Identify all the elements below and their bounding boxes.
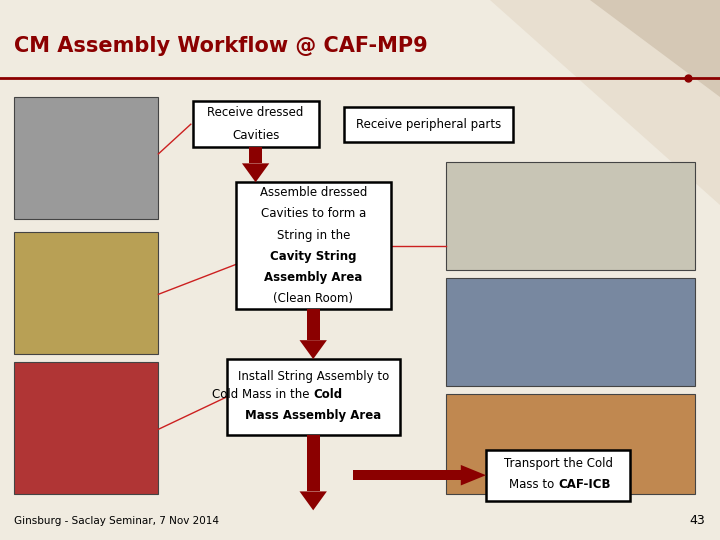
Polygon shape [300,491,327,510]
FancyBboxPatch shape [486,449,630,501]
Text: Cavity String: Cavity String [270,250,356,263]
FancyBboxPatch shape [307,435,320,491]
FancyBboxPatch shape [307,309,320,340]
Text: Mass Assembly Area: Mass Assembly Area [245,409,382,422]
Text: Install String Assembly to: Install String Assembly to [238,370,389,383]
Text: Transport the Cold: Transport the Cold [503,457,613,470]
Text: Cold Mass in the: Cold Mass in the [212,388,313,401]
Text: 43: 43 [690,514,706,526]
Text: Assemble dressed: Assemble dressed [259,186,367,199]
FancyBboxPatch shape [227,359,400,435]
Text: Cavities to form a: Cavities to form a [261,207,366,220]
Text: Ginsburg - Saclay Seminar, 7 Nov 2014: Ginsburg - Saclay Seminar, 7 Nov 2014 [14,516,220,526]
Text: (Clean Room): (Clean Room) [273,292,354,305]
FancyBboxPatch shape [249,147,262,163]
Text: CM Assembly Workflow @ CAF-MP9: CM Assembly Workflow @ CAF-MP9 [14,36,428,56]
FancyBboxPatch shape [14,97,158,219]
FancyBboxPatch shape [353,470,461,480]
Polygon shape [300,340,327,359]
FancyBboxPatch shape [14,362,158,494]
FancyBboxPatch shape [192,102,318,147]
Text: Receive peripheral parts: Receive peripheral parts [356,118,501,131]
FancyBboxPatch shape [446,162,695,270]
FancyBboxPatch shape [14,232,158,354]
FancyBboxPatch shape [446,278,695,386]
Polygon shape [490,0,720,205]
Text: Mass to: Mass to [509,478,558,491]
Text: CAF-ICB: CAF-ICB [558,478,611,491]
Text: Assembly Area: Assembly Area [264,271,362,284]
Polygon shape [590,0,720,97]
Text: Cold: Cold [313,388,342,401]
Text: String in the: String in the [276,228,350,241]
FancyBboxPatch shape [344,106,513,141]
Text: Receive dressed: Receive dressed [207,106,304,119]
Polygon shape [461,465,486,485]
FancyBboxPatch shape [236,182,390,309]
Polygon shape [242,163,269,182]
Text: Cavities: Cavities [232,129,279,142]
FancyBboxPatch shape [446,394,695,494]
